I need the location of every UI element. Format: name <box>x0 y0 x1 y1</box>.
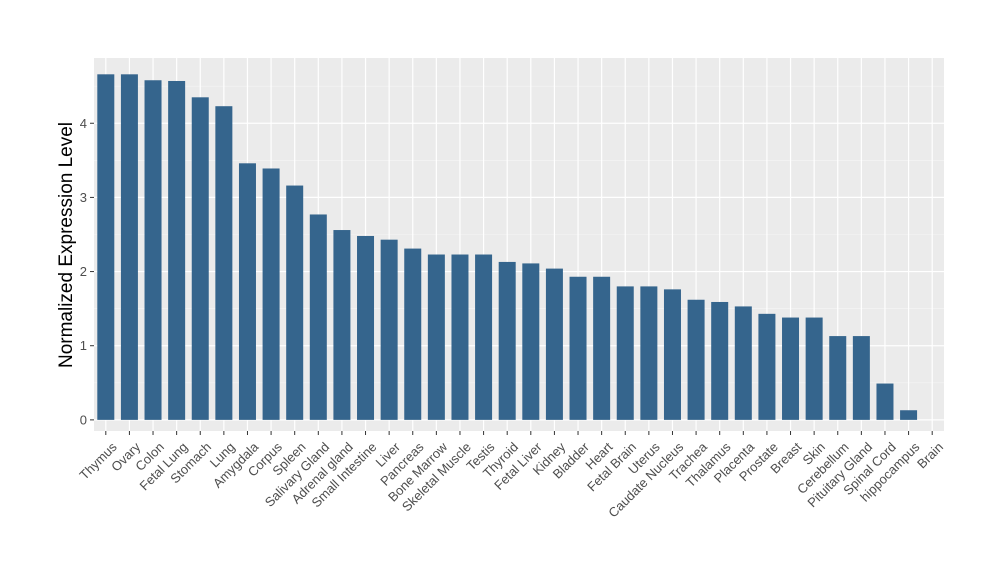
bar <box>357 235 375 420</box>
bar <box>380 239 398 420</box>
bar <box>829 336 847 420</box>
bar <box>545 268 563 420</box>
y-tick-label: 1 <box>80 338 87 353</box>
bar <box>144 80 162 420</box>
bar <box>687 299 705 420</box>
bar <box>404 248 422 420</box>
bar <box>238 163 256 420</box>
bar <box>876 383 894 420</box>
bar <box>262 168 280 420</box>
y-axis-label: Normalized Expression Level <box>56 122 77 368</box>
bar <box>333 230 351 420</box>
bar <box>97 74 115 420</box>
y-tick-label: 2 <box>80 264 87 279</box>
bars <box>97 74 918 420</box>
bar <box>593 276 611 420</box>
bar <box>616 286 634 420</box>
bar <box>663 289 681 420</box>
bar <box>569 276 587 420</box>
bar <box>286 185 304 420</box>
bar <box>168 80 186 420</box>
bar <box>782 317 800 420</box>
y-axis: 0 1 2 3 4 <box>80 116 94 427</box>
y-tick-label: 0 <box>80 412 87 427</box>
bar <box>120 74 138 420</box>
bar <box>215 106 233 420</box>
bar <box>805 317 823 420</box>
bar <box>309 214 327 420</box>
bar <box>475 254 493 420</box>
bar <box>758 313 776 420</box>
bar <box>900 410 918 420</box>
x-tick-label: Brain <box>914 439 946 471</box>
y-tick-label: 3 <box>80 190 87 205</box>
bar <box>734 306 752 420</box>
bar <box>427 254 445 420</box>
bar <box>498 261 516 420</box>
bar <box>451 254 469 420</box>
y-tick-label: 4 <box>80 116 87 131</box>
minor-gridlines <box>94 85 944 384</box>
plot-panel <box>94 58 944 431</box>
bar <box>711 301 729 420</box>
bar <box>522 263 540 420</box>
bar <box>852 336 870 420</box>
bar <box>191 97 209 420</box>
bar <box>640 286 658 420</box>
